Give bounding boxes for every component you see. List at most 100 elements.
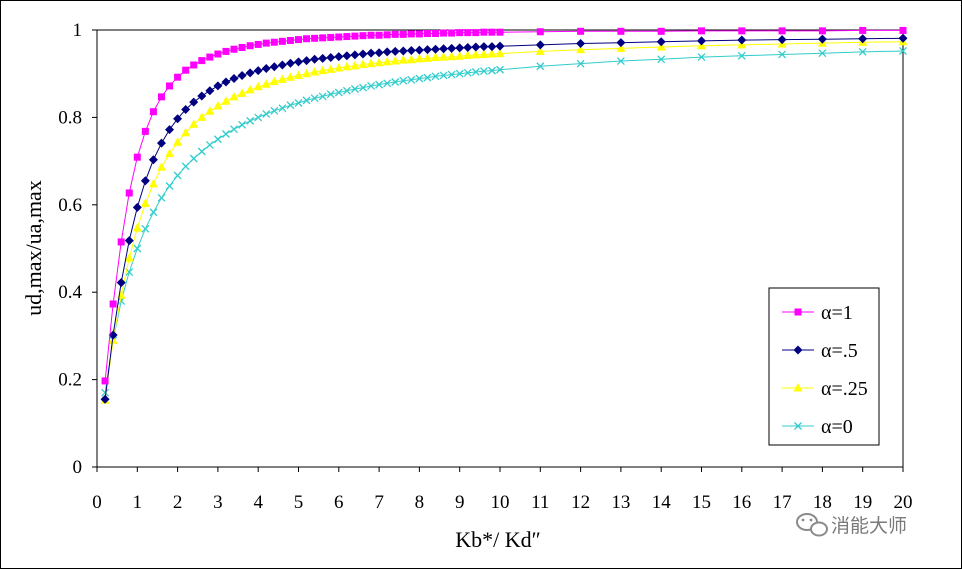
data-point bbox=[285, 58, 295, 68]
data-point bbox=[173, 114, 183, 124]
data-point bbox=[576, 44, 586, 54]
legend-entry: α=.25 bbox=[782, 378, 868, 400]
data-point bbox=[817, 34, 827, 44]
data-point bbox=[471, 49, 481, 59]
data-point bbox=[447, 43, 457, 53]
data-point bbox=[398, 55, 408, 64]
data-point bbox=[350, 85, 359, 93]
data-point bbox=[261, 79, 271, 88]
legend-marker bbox=[794, 308, 802, 316]
data-point bbox=[374, 48, 384, 58]
data-point bbox=[302, 96, 311, 105]
data-point bbox=[431, 44, 441, 54]
data-point bbox=[326, 53, 336, 63]
data-point bbox=[576, 39, 586, 49]
data-point bbox=[818, 49, 827, 58]
data-point bbox=[157, 93, 165, 101]
data-point bbox=[197, 147, 206, 156]
x-tick-label: 19 bbox=[853, 492, 872, 513]
data-point bbox=[479, 49, 489, 58]
data-point bbox=[213, 135, 222, 144]
legend: α=1 α=.5 α=.25 α=0 bbox=[768, 287, 880, 446]
data-point bbox=[221, 96, 231, 105]
y-tick-label: 0.8 bbox=[58, 107, 82, 128]
data-point bbox=[487, 49, 497, 58]
data-point bbox=[286, 36, 294, 44]
data-point bbox=[285, 72, 295, 81]
data-point bbox=[149, 208, 158, 217]
data-point bbox=[181, 162, 190, 171]
data-point bbox=[535, 40, 545, 50]
data-point bbox=[245, 68, 255, 78]
data-point bbox=[342, 51, 352, 61]
data-point bbox=[326, 90, 335, 99]
data-point bbox=[471, 42, 481, 52]
x-tick-label: 1 bbox=[133, 492, 143, 513]
x-tick-label: 5 bbox=[294, 492, 304, 513]
data-point bbox=[399, 76, 408, 85]
y-tick-label: 1 bbox=[73, 20, 83, 41]
data-point bbox=[698, 27, 705, 35]
data-point bbox=[278, 37, 286, 45]
data-point bbox=[310, 66, 320, 76]
y-tick-label: 0.2 bbox=[58, 370, 82, 391]
data-point bbox=[254, 40, 262, 48]
data-point bbox=[818, 27, 826, 35]
data-point bbox=[382, 47, 392, 57]
data-point bbox=[495, 41, 505, 51]
legend-marker bbox=[793, 345, 803, 355]
data-point bbox=[116, 278, 126, 288]
data-point bbox=[391, 30, 399, 38]
data-point bbox=[124, 253, 134, 262]
data-point bbox=[262, 109, 271, 118]
legend-box bbox=[768, 287, 880, 446]
x-tick-label: 11 bbox=[531, 492, 549, 513]
data-point bbox=[238, 120, 247, 129]
y-tick-label: 0.6 bbox=[58, 195, 82, 216]
data-point bbox=[221, 77, 231, 87]
data-point bbox=[157, 193, 166, 202]
data-point bbox=[455, 51, 465, 60]
data-point bbox=[859, 26, 867, 34]
data-point bbox=[439, 44, 449, 54]
data-point bbox=[132, 222, 142, 232]
legend-entry: α=0 bbox=[782, 416, 853, 438]
data-point bbox=[311, 34, 319, 42]
data-point bbox=[375, 31, 383, 39]
data-point bbox=[463, 68, 472, 77]
data-point bbox=[455, 43, 465, 53]
data-point bbox=[737, 51, 746, 60]
data-point bbox=[616, 43, 626, 52]
data-point bbox=[165, 125, 175, 135]
data-point bbox=[415, 30, 423, 38]
data-point bbox=[407, 30, 415, 38]
data-point bbox=[237, 88, 247, 97]
data-point bbox=[358, 59, 368, 69]
data-point bbox=[479, 42, 489, 52]
data-point bbox=[302, 56, 312, 66]
data-point bbox=[350, 60, 360, 70]
data-point bbox=[262, 39, 270, 47]
data-point bbox=[448, 29, 456, 37]
data-point bbox=[253, 66, 263, 76]
x-tick-label: 9 bbox=[455, 492, 465, 513]
data-point bbox=[390, 46, 400, 56]
data-point bbox=[488, 28, 496, 36]
data-point bbox=[318, 53, 328, 63]
data-point bbox=[229, 91, 239, 101]
data-point bbox=[359, 83, 367, 92]
data-point bbox=[335, 33, 343, 41]
data-point bbox=[261, 63, 271, 73]
data-point bbox=[576, 59, 585, 68]
data-point bbox=[278, 104, 287, 113]
data-point bbox=[431, 52, 441, 62]
data-point bbox=[124, 236, 134, 246]
data-point bbox=[447, 51, 457, 61]
data-point bbox=[487, 66, 496, 75]
data-point bbox=[181, 127, 191, 137]
data-point bbox=[182, 66, 190, 74]
data-point bbox=[108, 330, 118, 340]
data-point bbox=[230, 45, 238, 53]
data-point bbox=[616, 38, 626, 48]
data-point bbox=[101, 388, 110, 397]
